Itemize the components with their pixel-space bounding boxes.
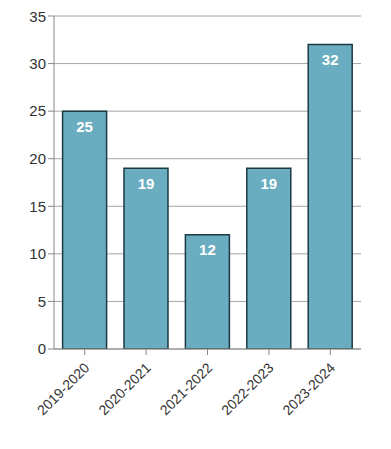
svg-text:2021-2022: 2021-2022 — [157, 359, 216, 418]
svg-text:20: 20 — [29, 150, 46, 167]
svg-text:19: 19 — [138, 175, 155, 192]
svg-text:5: 5 — [38, 293, 46, 310]
svg-text:32: 32 — [322, 51, 339, 68]
svg-text:2020-2021: 2020-2021 — [95, 359, 154, 418]
svg-text:19: 19 — [260, 175, 277, 192]
svg-text:15: 15 — [29, 198, 46, 215]
svg-text:2019-2020: 2019-2020 — [34, 359, 93, 418]
svg-text:25: 25 — [29, 102, 46, 119]
svg-text:2023-2024: 2023-2024 — [279, 359, 338, 418]
svg-text:30: 30 — [29, 55, 46, 72]
svg-text:10: 10 — [29, 245, 46, 262]
svg-text:12: 12 — [199, 241, 216, 258]
svg-text:25: 25 — [76, 118, 93, 135]
svg-text:0: 0 — [38, 340, 46, 357]
svg-text:35: 35 — [29, 8, 46, 25]
svg-text:2022-2023: 2022-2023 — [218, 359, 277, 418]
